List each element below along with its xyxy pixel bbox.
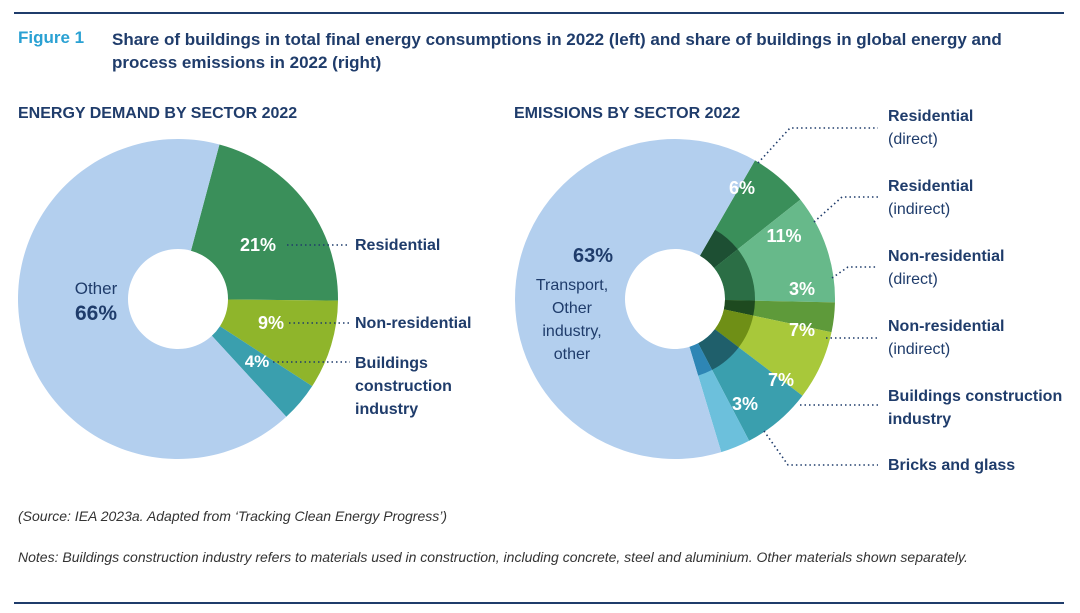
right-label-res-direct: Residential [888,108,973,125]
left-label-residential: Residential [355,237,440,254]
right-label-res-indirect-pct: 11% [766,226,801,246]
left-label-bci: Buildings [355,355,428,372]
right-label-nonres-indirect: (indirect) [888,341,950,358]
right-inner-slice-non-residential-direct [723,300,755,316]
left-chart-title: ENERGY DEMAND BY SECTOR 2022 [18,105,298,122]
right-label-nonres-direct: (direct) [888,271,938,288]
notes: Notes: Buildings construction industry r… [18,549,968,565]
left-slice-buildings-construction-industry [211,326,313,417]
left-slice-other [17,138,287,459]
right-label-res-direct-pct: 6% [729,178,755,198]
right-label-other-name: Transport, [536,277,608,294]
right-label-bci-pct: 7% [768,370,794,390]
right-label-res-indirect: (indirect) [888,201,950,218]
right-label-nonres-indirect-pct: 7% [789,320,815,340]
right-label-res-indirect: Residential [888,178,973,195]
top-rule [14,12,1064,14]
right-label-other-name: industry, [542,323,601,340]
right-inner-slice-non-residential-indirect [714,309,754,348]
right-label-other-pct: 63% [573,245,613,267]
right-leader-res-direct [757,127,878,164]
bottom-rule [14,602,1064,604]
left-label-bci-pct: 4% [245,352,270,371]
left-label-other-name: Other [75,279,118,298]
figure-title: Share of buildings in total final energy… [112,30,1002,72]
left-label-bci: industry [355,401,418,418]
right-label-bci: industry [888,411,951,428]
right-inner-slice-buildings-construction-industry [698,329,739,370]
left-slice-non-residential [219,299,338,387]
left-label-residential-pct: 21% [240,235,276,255]
right-leader-res-indirect [813,196,878,223]
right-label-bricks-pct: 3% [732,394,758,414]
right-label-nonres-direct: Non-residential [888,248,1004,265]
right-label-res-direct: (direct) [888,131,938,148]
left-label-bci: construction [355,378,452,395]
left-slice-residential [190,144,338,301]
source-note: (Source: IEA 2023a. Adapted from ‘Tracki… [18,508,448,524]
right-label-nonres-indirect: Non-residential [888,318,1004,335]
figure-label: Figure 1 [18,28,85,47]
left-label-nonres: Non-residential [355,315,471,332]
right-inner-slice-bricks-and-glass [689,343,713,376]
right-leader-bricks [763,430,878,466]
left-label-nonres-pct: 9% [258,313,284,333]
right-label-other-name: other [554,346,591,363]
left-label-other-pct: 66% [75,302,117,325]
right-inner-slice-residential-indirect [714,249,755,301]
right-leader-nonres-direct [831,266,878,279]
right-label-bricks: Bricks and glass [888,457,1015,474]
right-chart-title: EMISSIONS BY SECTOR 2022 [514,105,741,122]
right-slice-transport-other-industry-other [515,139,755,459]
right-label-bci: Buildings construction [888,388,1062,405]
right-inner-slice-residential-direct [700,229,738,268]
right-label-nonres-direct-pct: 3% [789,279,815,299]
right-label-other-name: Other [552,300,593,317]
